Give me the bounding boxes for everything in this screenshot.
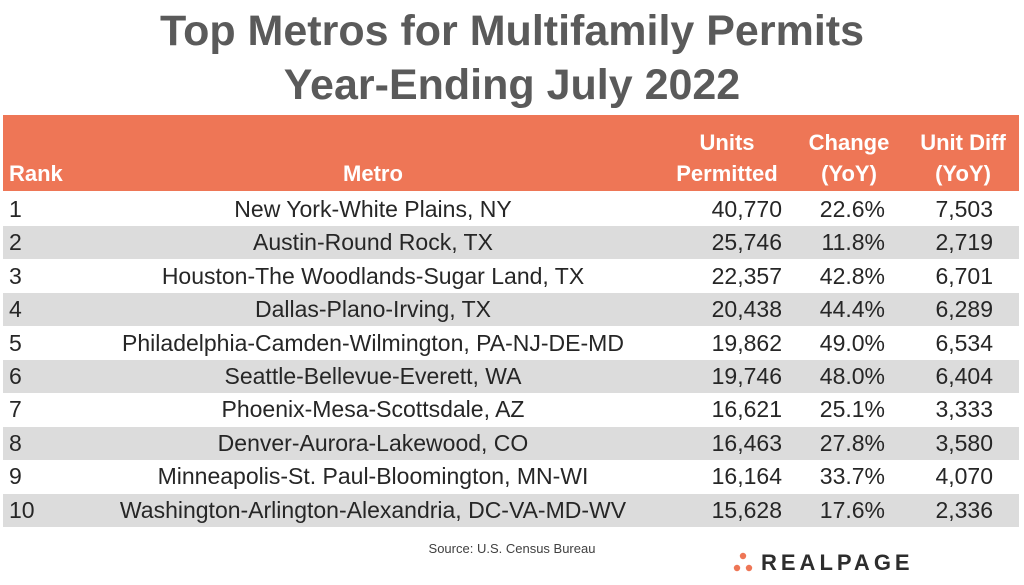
change-yoy-cell: 11.8% (821, 229, 885, 256)
header-unit-diff-yoy: Unit Diff (YoY) (920, 130, 1006, 186)
unit-diff-yoy-cell: 2,336 (935, 496, 993, 523)
chart-title-line2: Year-Ending July 2022 (283, 61, 741, 109)
table-row: 1 New York-White Plains, NY 40,770 22.6% 7,5… (3, 193, 1019, 226)
realpage-logo-icon (733, 552, 753, 572)
units-permitted-cell: 16,621 (711, 396, 782, 423)
metro-cell: Minneapolis-St. Paul-Bloomington, MN-WI (157, 463, 589, 490)
metro-cell: Houston-The Woodlands-Sugar Land, TX (161, 262, 585, 289)
metro-cell: Denver-Aurora-Lakewood, CO (217, 429, 529, 456)
source-note: Source: U.S. Census Bureau (428, 541, 596, 556)
metro-cell: New York-White Plains, NY (234, 196, 512, 222)
rank-cell: 7 (9, 396, 22, 423)
header-change-yoy: Change (YoY) (808, 130, 890, 186)
units-permitted-cell: 40,770 (711, 196, 782, 222)
change-yoy-cell: 25.1% (819, 396, 885, 423)
table-row: 3 Houston-The Woodlands-Sugar Land, TX 22,… (3, 260, 1019, 293)
unit-diff-yoy-cell: 2,719 (935, 229, 993, 256)
header-units-permitted: Units Permitted (676, 130, 778, 186)
units-permitted-cell: 15,628 (711, 496, 782, 523)
units-permitted-cell: 25,746 (711, 229, 782, 256)
change-yoy-cell: 42.8% (819, 262, 885, 289)
chart-title-line1: Top Metros for Multifamily Permits (160, 7, 864, 55)
table-row: 10 Washington-Arlington-Alexandria, DC-VA… (3, 493, 1019, 527)
rank-cell: 8 (9, 429, 22, 456)
change-yoy-cell: 17.6% (819, 496, 885, 523)
table-row: 7 Phoenix-Mesa-Scottsdale, AZ 16,621 25.1% 3… (3, 393, 1019, 426)
header-rank: Rank (9, 161, 63, 186)
unit-diff-yoy-cell: 6,289 (935, 296, 993, 323)
rank-cell: 3 (9, 262, 22, 289)
table-row: 2 Austin-Round Rock, TX 25,746 11.8% 2,719 (3, 226, 1019, 260)
metro-cell: Philadelphia-Camden-Wilmington, PA-NJ-DE… (122, 329, 624, 356)
rank-cell: 2 (9, 229, 22, 256)
change-yoy-cell: 22.6% (819, 196, 885, 222)
units-permitted-cell: 16,463 (711, 429, 782, 456)
table-row: 5 Philadelphia-Camden-Wilmington, PA-NJ-D… (3, 327, 1019, 360)
realpage-logo-text: REALPAGE (761, 550, 914, 575)
rank-cell: 10 (9, 496, 35, 523)
change-yoy-cell: 48.0% (819, 363, 885, 389)
units-permitted-cell: 16,164 (711, 463, 782, 490)
table-row: 9 Minneapolis-St. Paul-Bloomington, MN-WI… (3, 460, 1019, 493)
metro-cell: Phoenix-Mesa-Scottsdale, AZ (221, 396, 525, 423)
units-permitted-cell: 19,746 (711, 363, 782, 389)
table-row: 4 Dallas-Plano-Irving, TX 20,438 44.4% 6,289 (3, 293, 1019, 327)
rank-cell: 1 (9, 196, 22, 222)
metro-cell: Seattle-Bellevue-Everett, WA (224, 363, 522, 389)
unit-diff-yoy-cell: 3,333 (935, 396, 993, 423)
change-yoy-cell: 27.8% (819, 429, 885, 456)
rank-cell: 9 (9, 463, 22, 490)
header-metro: Metro (343, 161, 403, 186)
rank-cell: 4 (9, 296, 22, 323)
change-yoy-cell: 44.4% (819, 296, 885, 323)
metro-cell: Washington-Arlington-Alexandria, DC-VA-M… (119, 496, 627, 523)
units-permitted-cell: 20,438 (711, 296, 782, 323)
change-yoy-cell: 49.0% (819, 329, 885, 356)
unit-diff-yoy-cell: 4,070 (935, 463, 993, 490)
rank-cell: 6 (9, 363, 22, 389)
units-permitted-cell: 19,862 (711, 329, 782, 356)
metro-cell: Dallas-Plano-Irving, TX (254, 296, 492, 323)
unit-diff-yoy-cell: 7,503 (935, 196, 993, 222)
unit-diff-yoy-cell: 3,580 (935, 429, 993, 456)
units-permitted-cell: 22,357 (711, 262, 782, 289)
change-yoy-cell: 33.7% (819, 463, 885, 490)
metro-cell: Austin-Round Rock, TX (253, 229, 493, 256)
table-row: 6 Seattle-Bellevue-Everett, WA 19,746 48.0%… (3, 360, 1019, 393)
rank-cell: 5 (9, 329, 22, 356)
realpage-logo: REALPAGE (733, 548, 914, 578)
unit-diff-yoy-cell: 6,701 (935, 262, 993, 289)
unit-diff-yoy-cell: 6,404 (935, 363, 993, 389)
unit-diff-yoy-cell: 6,534 (935, 329, 993, 356)
table-row: 8 Denver-Aurora-Lakewood, CO 16,463 27.8% 3,… (3, 426, 1019, 460)
table-header: Rank Metro Units Permitted Change (YoY) … (3, 115, 1019, 191)
